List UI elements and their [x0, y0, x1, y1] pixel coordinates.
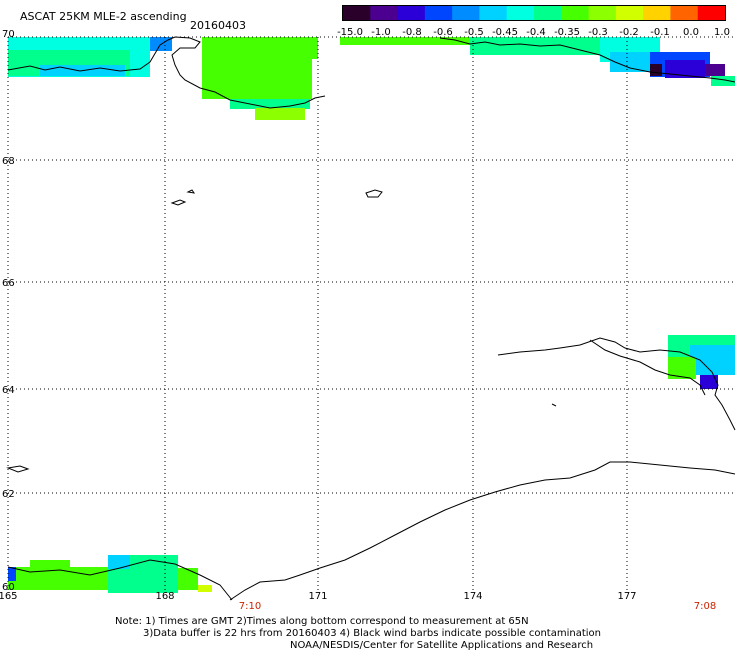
- map-title: ASCAT 25KM MLE-2 ascending: [20, 10, 187, 23]
- colorbar-label: -0.1: [650, 27, 670, 38]
- data-swath-cell: [711, 76, 735, 86]
- colorbar-swatch: [370, 6, 399, 20]
- colorbar-label: -0.8: [402, 27, 422, 38]
- colorbar-swatch: [588, 6, 617, 20]
- data-swath-cell: [30, 560, 70, 568]
- data-swath-cell: [700, 375, 718, 389]
- longitude-label: 165: [0, 591, 18, 602]
- colorbar-swatch: [452, 6, 480, 20]
- colorbar-label: -0.3: [588, 27, 608, 38]
- footnote-line-1: Note: 1) Times are GMT 2)Times along bot…: [115, 616, 529, 627]
- island-small-5: [551, 403, 557, 407]
- coastline-alaska-inner: [589, 339, 706, 396]
- data-swath-cell: [340, 37, 470, 45]
- colorbar-swatch: [643, 6, 671, 20]
- longitude-label: 168: [155, 591, 174, 602]
- colorbar-label: -0.2: [619, 27, 639, 38]
- colorbar-swatch: [424, 6, 453, 20]
- colorbar-swatch: [670, 6, 699, 20]
- latitude-label: 64: [2, 385, 15, 396]
- latitude-labels: 70 68 66 64 62 60: [2, 29, 15, 593]
- coastline-chukotka-north: [7, 36, 326, 109]
- colorbar-swatch: [534, 6, 562, 20]
- map-canvas: 70 68 66 64 62 60 165 168 171 174 177 7:10 7:08: [0, 29, 736, 610]
- colorbar-label: 0.0: [683, 27, 699, 38]
- latitude-label: 62: [2, 489, 15, 500]
- data-swath-cell: [202, 37, 318, 59]
- time-label: 7:10: [239, 601, 261, 610]
- colorbar-label: -0.5: [464, 27, 484, 38]
- time-label: 7:08: [694, 601, 716, 610]
- data-swath-cell: [202, 59, 312, 99]
- coastline-bering-south: [229, 461, 736, 601]
- colorbar-swatch: [479, 6, 508, 20]
- data-swath-cell: [230, 99, 310, 109]
- longitude-label: 171: [308, 591, 327, 602]
- latitude-label: 68: [2, 156, 15, 167]
- island-small-4: [6, 465, 30, 473]
- data-swath-cell: [178, 568, 198, 590]
- data-swath-cell: [8, 567, 108, 590]
- coastline-southwest: [7, 559, 233, 601]
- colorbar-swatch: [697, 6, 725, 20]
- data-swaths: [8, 37, 735, 593]
- colorbar-swatch: [343, 6, 371, 20]
- data-swath-cell: [690, 345, 735, 375]
- colorbar-swatch: [615, 6, 644, 20]
- data-swath-cell: [255, 108, 305, 120]
- coastline-north-east: [439, 37, 736, 83]
- latitude-label: 70: [2, 29, 15, 40]
- longitude-labels: 165 168 171 174 177 7:10 7:08: [0, 591, 716, 610]
- map-frame: [8, 37, 735, 590]
- data-swath-cell: [8, 567, 16, 581]
- data-swath-cell: [668, 357, 696, 379]
- footnote-line-3: NOAA/NESDIS/Center for Satellite Applica…: [290, 640, 594, 651]
- data-swath-cell: [198, 585, 212, 592]
- latitude-label: 66: [2, 278, 15, 289]
- data-swath-cell: [665, 60, 705, 78]
- colorbar-swatch: [397, 6, 426, 20]
- island-small-2: [186, 189, 196, 194]
- colorbar: [342, 5, 726, 21]
- colorbar-swatch: [561, 6, 590, 20]
- latitude-label: 60: [2, 582, 15, 593]
- coastline: [6, 36, 736, 601]
- colorbar-label: -0.6: [433, 27, 453, 38]
- data-swath-cell: [650, 64, 662, 76]
- footnote-line-2: 3)Data buffer is 22 hrs from 20160403 4)…: [143, 628, 601, 639]
- data-swath-cell: [705, 64, 725, 76]
- colorbar-label: -1.0: [371, 27, 391, 38]
- colorbar-label: -15.0: [337, 27, 363, 38]
- island-small-3: [365, 189, 383, 198]
- colorbar-label: -0.35: [554, 27, 580, 38]
- colorbar-swatch: [506, 6, 535, 20]
- coastline-alaska: [497, 337, 736, 431]
- longitude-label: 174: [463, 591, 482, 602]
- island-small-1: [170, 199, 187, 206]
- colorbar-label: -0.4: [526, 27, 546, 38]
- colorbar-labels: -15.0 -1.0 -0.8 -0.6 -0.5 -0.45 -0.4 -0.35 -0.3-…: [330, 27, 730, 39]
- graticule: [7, 36, 735, 590]
- footnote: Note: 1) Times are GMT 2)Times along bot…: [115, 616, 601, 652]
- data-swath-cell: [108, 555, 130, 569]
- colorbar-label: -0.45: [492, 27, 518, 38]
- map-date: 20160403: [190, 19, 246, 32]
- data-swath-cell: [610, 52, 650, 72]
- colorbar-label: 1.0: [714, 27, 730, 38]
- longitude-label: 177: [617, 591, 636, 602]
